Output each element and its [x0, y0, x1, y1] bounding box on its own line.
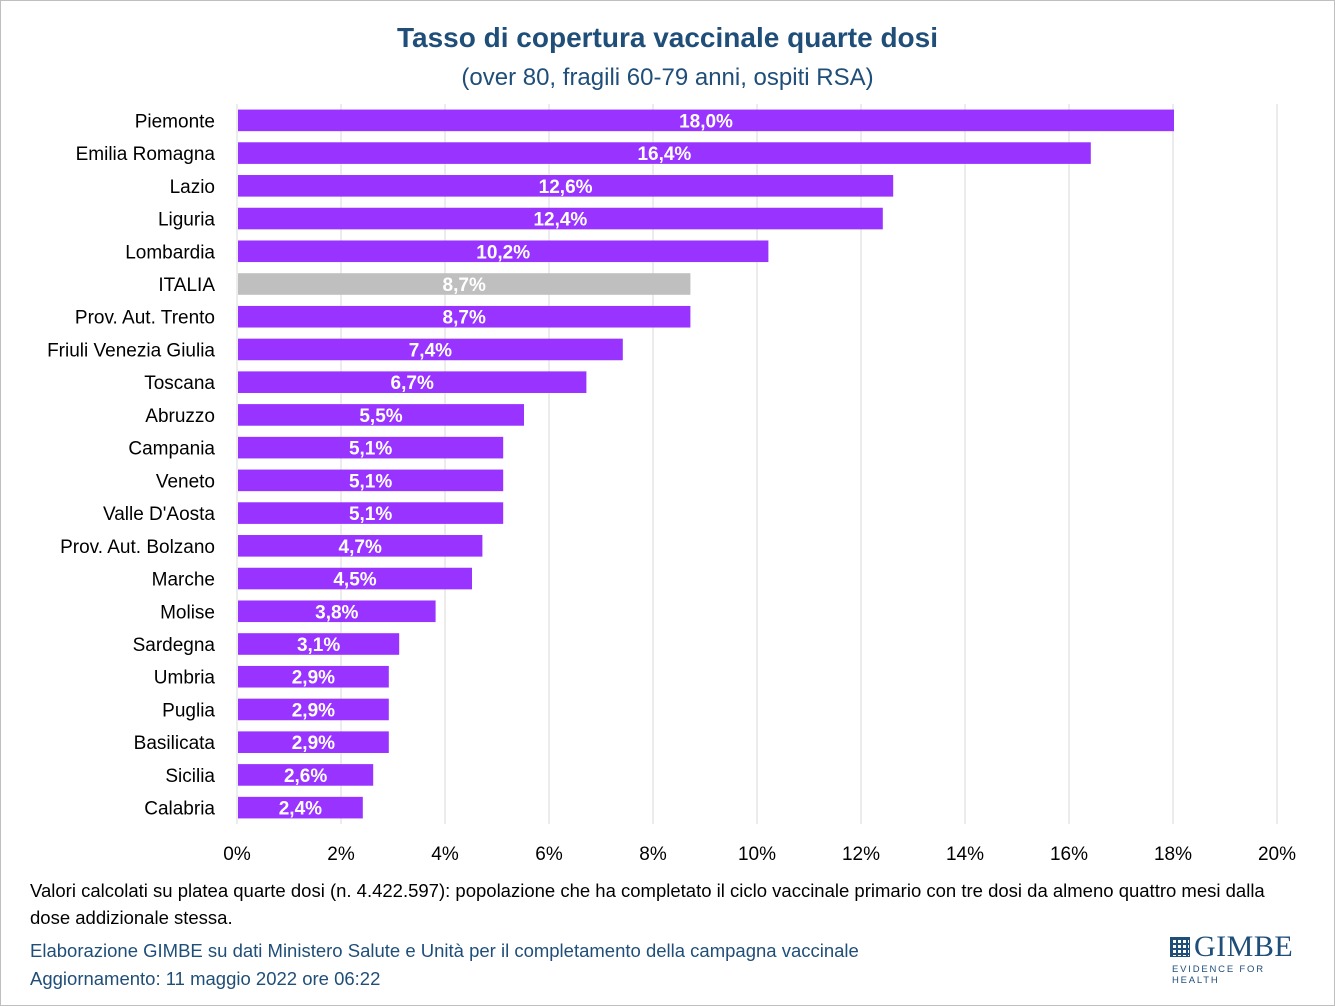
- category-label: Basilicata: [134, 733, 216, 754]
- bar-value-label: 5,1%: [349, 439, 392, 460]
- bar-value-label: 18,0%: [679, 111, 733, 132]
- x-tick-label: 4%: [431, 844, 459, 865]
- category-label: Liguria: [158, 210, 215, 231]
- logo-tagline: EVIDENCE FOR HEALTH: [1172, 964, 1265, 986]
- bar-value-label: 5,1%: [349, 504, 392, 525]
- bar-value-label: 6,7%: [391, 373, 434, 394]
- logo-name: GIMBE: [1194, 930, 1294, 963]
- bar-value-label: 8,7%: [443, 275, 486, 296]
- category-label: Marche: [152, 570, 215, 591]
- category-label: Campania: [128, 439, 215, 460]
- bar-value-label: 3,8%: [315, 602, 358, 623]
- bar: [238, 633, 400, 655]
- bar: [238, 175, 894, 197]
- bar: [238, 764, 374, 786]
- bar: [238, 240, 769, 263]
- bar-value-label: 2,9%: [292, 668, 335, 689]
- chart-subtitle: (over 80, fragili 60-79 anni, ospiti RSA…: [461, 64, 874, 91]
- x-tick-label: 14%: [946, 844, 984, 865]
- x-tick-label: 8%: [639, 844, 667, 865]
- x-tick-label: 0%: [223, 844, 251, 865]
- x-tick-label: 20%: [1258, 844, 1296, 865]
- bar-value-label: 5,5%: [359, 406, 402, 427]
- bar: [238, 436, 504, 459]
- bar-value-label: 2,6%: [284, 766, 327, 787]
- grid-logo-icon: [1170, 937, 1190, 957]
- category-label: Puglia: [162, 700, 215, 721]
- bar: [238, 698, 389, 721]
- category-label: Prov. Aut. Bolzano: [60, 537, 215, 558]
- bar: [238, 338, 623, 361]
- x-axis-tick-labels: 0% 2% 4% 6% 8% 10% 12% 14% 16% 18% 20%: [223, 844, 1296, 865]
- category-label: Lombardia: [125, 242, 215, 263]
- category-label: Friuli Venezia Giulia: [47, 340, 215, 361]
- category-label: Molise: [160, 602, 215, 623]
- bar: [238, 371, 587, 393]
- bar-value-label: 8,7%: [443, 308, 486, 329]
- bar-value-label: 7,4%: [409, 340, 452, 361]
- x-tick-label: 16%: [1050, 844, 1088, 865]
- category-label: Sardegna: [133, 635, 216, 656]
- category-label: Toscana: [144, 373, 215, 394]
- methodology-note: Valori calcolati su platea quarte dosi (…: [30, 880, 1265, 928]
- bar: [238, 535, 483, 557]
- bar: [238, 796, 363, 819]
- bar: [238, 731, 389, 753]
- category-label: Sicilia: [165, 766, 215, 787]
- bar-value-label: 3,1%: [297, 635, 340, 656]
- bar-value-label: 12,6%: [539, 177, 593, 198]
- category-label: Umbria: [154, 668, 216, 689]
- category-label: Abruzzo: [145, 406, 215, 427]
- bar-value-label: 2,9%: [292, 700, 335, 721]
- bar: [238, 502, 504, 524]
- bar-value-label: 2,9%: [292, 733, 335, 754]
- category-labels: Piemonte Emilia Romagna Lazio Liguria Lombar…: [47, 111, 215, 819]
- bar-value-label: 16,4%: [637, 144, 691, 165]
- bar-value-label: 12,4%: [533, 210, 587, 231]
- bars: 18,0% 16,4% 12,6% 12,4%10,2% 8,7% 8,7% 7,4% 6,7…: [238, 109, 1174, 820]
- bar: [238, 109, 1174, 132]
- x-tick-label: 6%: [535, 844, 563, 865]
- bar: [238, 567, 472, 590]
- update-timestamp: Aggiornamento: 11 maggio 2022 ore 06:22: [30, 968, 381, 989]
- x-tick-label: 12%: [842, 844, 880, 865]
- category-label: Lazio: [170, 177, 215, 198]
- bar-value-label: 4,5%: [333, 570, 376, 591]
- chart-title: Tasso di copertura vaccinale quarte dosi: [397, 22, 938, 53]
- bar: [238, 665, 389, 688]
- bar-value-label: 2,4%: [279, 799, 322, 820]
- bar: [238, 305, 691, 328]
- category-label: Prov. Aut. Trento: [75, 308, 215, 329]
- category-label: Valle D'Aosta: [103, 504, 215, 525]
- x-tick-label: 2%: [327, 844, 355, 865]
- bar: [238, 404, 524, 426]
- bar: [238, 469, 504, 492]
- x-tick-label: 10%: [738, 844, 776, 865]
- bar-value-label: 4,7%: [339, 537, 382, 558]
- bar-chart: 18,0% 16,4% 12,6% 12,4%10,2% 8,7% 8,7% 7,4% 6,7…: [47, 104, 1296, 865]
- bar: [238, 207, 883, 230]
- bar: [238, 273, 691, 295]
- category-label: Piemonte: [135, 111, 215, 132]
- category-label: ITALIA: [158, 275, 215, 296]
- category-label: Emilia Romagna: [76, 144, 216, 165]
- source-block: Elaborazione GIMBE su dati Ministero Sal…: [30, 937, 859, 993]
- category-label: Calabria: [144, 799, 215, 820]
- bar-value-label: 10,2%: [476, 242, 530, 263]
- source-credit: Elaborazione GIMBE su dati Ministero Sal…: [30, 940, 859, 961]
- bar: [238, 142, 1091, 164]
- x-tick-label: 18%: [1154, 844, 1192, 865]
- gimbe-logo: GIMBE EVIDENCE FOR HEALTH: [1170, 932, 1310, 986]
- category-label: Veneto: [156, 471, 215, 492]
- bar-value-label: 5,1%: [349, 471, 392, 492]
- bar: [238, 600, 436, 623]
